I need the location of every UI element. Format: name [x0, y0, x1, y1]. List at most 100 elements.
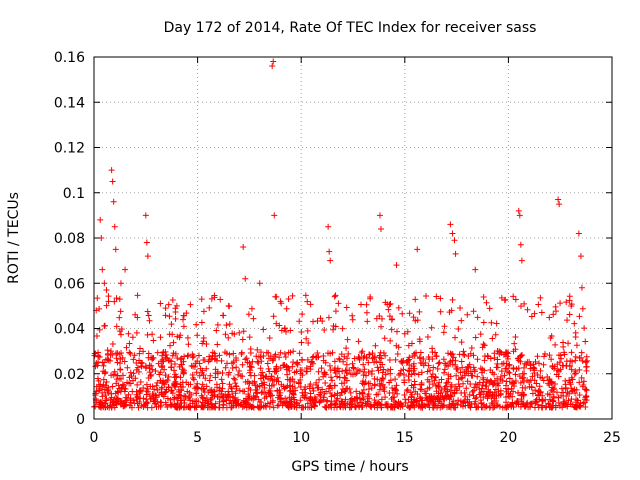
data-point	[418, 381, 425, 388]
data-point	[569, 358, 576, 365]
data-point	[556, 403, 563, 410]
data-point-peak	[173, 302, 180, 309]
data-point	[158, 384, 165, 391]
data-point	[431, 393, 438, 400]
data-point	[209, 403, 216, 410]
data-point	[250, 315, 257, 322]
data-point	[321, 371, 328, 378]
data-point	[356, 390, 363, 397]
data-point	[343, 304, 350, 311]
data-point	[505, 386, 512, 393]
data-point	[219, 385, 226, 392]
data-point	[504, 355, 511, 362]
data-point	[133, 396, 140, 403]
data-point	[308, 359, 315, 366]
data-point	[531, 370, 538, 377]
data-point	[293, 360, 300, 367]
data-point	[429, 356, 436, 363]
data-point	[233, 397, 240, 404]
data-point	[362, 379, 369, 386]
data-point-peak	[256, 280, 263, 287]
chart-title: Day 172 of 2014, Rate Of TEC Index for r…	[164, 20, 537, 36]
data-point	[405, 367, 412, 374]
data-point	[117, 366, 124, 373]
data-point	[236, 329, 243, 336]
data-point	[532, 398, 539, 405]
data-point	[449, 357, 456, 364]
data-point	[350, 365, 357, 372]
data-point	[91, 350, 98, 357]
data-point	[516, 373, 523, 380]
data-point	[304, 327, 311, 334]
data-point	[201, 388, 208, 395]
data-point	[270, 404, 277, 411]
data-point	[469, 388, 476, 395]
data-point	[389, 385, 396, 392]
data-point	[319, 386, 326, 393]
data-point	[171, 361, 178, 368]
data-point	[278, 381, 285, 388]
data-point	[386, 389, 393, 396]
data-point	[179, 366, 186, 373]
data-point	[477, 331, 484, 338]
data-point	[375, 367, 382, 374]
data-point-peak	[105, 298, 112, 305]
data-point	[169, 352, 176, 359]
data-point	[338, 398, 345, 405]
data-point	[548, 332, 555, 339]
data-point	[96, 385, 103, 392]
data-point	[168, 358, 175, 365]
data-point	[94, 295, 101, 302]
data-point	[183, 310, 190, 317]
data-point	[341, 353, 348, 360]
data-point	[461, 389, 468, 396]
data-point	[529, 373, 536, 380]
data-point-peak	[517, 241, 524, 248]
data-point	[342, 375, 349, 382]
data-point	[206, 304, 213, 311]
data-point	[349, 360, 356, 367]
data-point	[482, 383, 489, 390]
data-point	[287, 327, 294, 334]
data-point	[226, 381, 233, 388]
data-point	[544, 391, 551, 398]
data-point	[147, 373, 154, 380]
data-point	[307, 397, 314, 404]
data-point	[530, 364, 537, 371]
data-point	[359, 389, 366, 396]
data-point	[358, 404, 365, 411]
data-point	[194, 385, 201, 392]
data-point	[436, 384, 443, 391]
data-point	[456, 383, 463, 390]
data-point	[278, 327, 285, 334]
data-point	[419, 360, 426, 367]
data-point	[549, 398, 556, 405]
data-point	[149, 354, 156, 361]
data-point	[415, 371, 422, 378]
data-point	[461, 352, 468, 359]
data-point	[391, 386, 398, 393]
data-point	[445, 363, 452, 370]
data-point	[297, 384, 304, 391]
data-point	[434, 365, 441, 372]
data-point	[558, 385, 565, 392]
data-point	[166, 313, 173, 320]
data-point	[302, 292, 309, 299]
data-point	[533, 380, 540, 387]
data-point	[180, 369, 187, 376]
data-point	[427, 397, 434, 404]
data-point	[576, 391, 583, 398]
data-point	[140, 348, 147, 355]
data-point	[130, 370, 137, 377]
data-point	[282, 354, 289, 361]
data-point	[573, 342, 580, 349]
data-point	[103, 302, 110, 309]
data-point	[199, 340, 206, 347]
data-point	[317, 397, 324, 404]
data-point	[332, 369, 339, 376]
data-point	[246, 334, 253, 341]
data-point	[478, 404, 485, 411]
data-point	[316, 376, 323, 383]
data-point	[105, 293, 112, 300]
data-point	[160, 358, 167, 365]
